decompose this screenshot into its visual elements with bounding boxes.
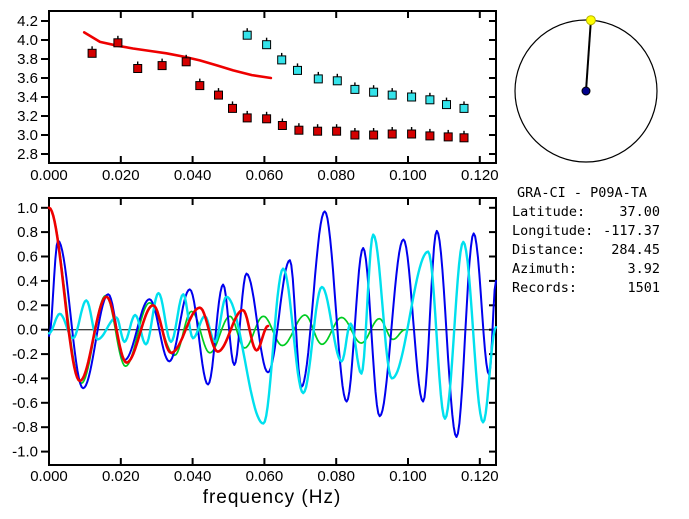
x-tick-label: 0.060 (246, 167, 284, 184)
x-tick-label: 0.060 (246, 468, 284, 485)
group-velocity-picks-marker[interactable] (214, 90, 223, 100)
y-tick-label: -0.2 (12, 346, 38, 363)
y-tick-label: 3.0 (17, 127, 38, 144)
phase-velocity-picks-marker[interactable] (262, 40, 272, 50)
group-velocity-picks-marker[interactable] (181, 57, 191, 67)
info-label: Longitude: (512, 223, 594, 239)
x-axis-title: frequency (Hz) (203, 487, 342, 508)
x-tick-label: 0.080 (317, 468, 355, 485)
rim-station-dot (585, 15, 596, 26)
correlation-chart[interactable]: 0.000 0.020 0.040 0.060 0.080 0.100 0.120 -1.0 -… (12, 197, 499, 485)
y-tick-label: 3.4 (17, 89, 38, 106)
y-tick-label: 4.2 (17, 13, 38, 30)
phase-velocity-picks-marker[interactable] (369, 87, 379, 97)
phase-velocity-picks-marker[interactable] (293, 65, 302, 75)
dispersion-chart[interactable]: 0.000 0.020 0.040 0.060 0.080 0.100 0.120 2.8 3.… (17, 10, 499, 184)
x-tick-label: 0.040 (174, 167, 212, 184)
info-row-latitude: Latitude: 37.00 (512, 203, 660, 222)
x-tick-label: 0.080 (317, 167, 355, 184)
x-tick-label: 0.020 (102, 468, 140, 485)
x-tick-label: 0.100 (389, 468, 427, 485)
x-tick-label: 0.000 (30, 468, 68, 485)
info-row-records: Records: 1501 (512, 279, 660, 298)
y-tick-label: -0.6 (12, 395, 38, 412)
phase-velocity-picks-marker[interactable] (277, 55, 287, 65)
correlation-chart-frame (48, 197, 497, 466)
y-tick-label: 0.2 (17, 297, 38, 314)
group-velocity-picks-marker[interactable] (277, 121, 287, 130)
group-velocity-picks-marker[interactable] (87, 48, 97, 58)
x-tick-label: 0.020 (102, 167, 140, 184)
group-velocity-picks-marker[interactable] (313, 126, 323, 136)
y-tick-label: -0.8 (12, 419, 38, 436)
group-velocity-picks-marker[interactable] (407, 129, 417, 139)
y-tick-label: 4.0 (17, 32, 38, 49)
info-value: -117.37 (603, 223, 660, 239)
phase-velocity-picks-marker[interactable] (442, 100, 451, 110)
center-station-dot (581, 86, 591, 96)
y-tick-label: 3.2 (17, 108, 38, 125)
group-velocity-picks-marker[interactable] (195, 81, 205, 91)
group-velocity-picks-marker[interactable] (157, 61, 167, 71)
y-tick-label: -0.4 (12, 370, 38, 387)
group-velocity-picks-marker[interactable] (443, 132, 453, 142)
info-label: Records: (512, 280, 578, 296)
info-value: 284.45 (611, 242, 660, 258)
info-label: Azimuth: (512, 261, 578, 277)
azimuth-pointer (585, 20, 592, 92)
x-tick-label: 0.120 (461, 167, 499, 184)
x-tick-label: 0.040 (174, 468, 212, 485)
phase-velocity-picks-marker[interactable] (407, 92, 417, 102)
group-velocity-picks-marker[interactable] (332, 126, 342, 136)
y-tick-label: -1.0 (12, 444, 38, 461)
red-trace (47, 206, 270, 383)
info-value: 1501 (627, 280, 660, 296)
group-velocity-picks-marker[interactable] (113, 38, 123, 48)
y-tick-label: 0.8 (17, 224, 38, 241)
phase-velocity-picks-marker[interactable] (387, 90, 397, 100)
cyan-trace (47, 233, 498, 425)
phase-velocity-picks-marker[interactable] (332, 76, 342, 86)
y-tick-label: 3.8 (17, 51, 38, 68)
group-velocity-picks-marker[interactable] (369, 130, 379, 140)
phase-velocity-picks-marker[interactable] (242, 30, 252, 40)
station-pair-title: GRA-CI - P09A-TA (517, 185, 648, 201)
group-velocity-picks-marker[interactable] (242, 113, 252, 123)
group-velocity-picks-marker[interactable] (459, 133, 469, 143)
y-tick-label: 2.8 (17, 146, 38, 163)
dispersion-chart-frame (48, 10, 497, 164)
info-row-azimuth: Azimuth: 3.92 (512, 260, 660, 279)
y-tick-label: 0.0 (17, 322, 38, 339)
group-velocity-picks-marker[interactable] (350, 130, 360, 140)
info-label: Latitude: (512, 204, 586, 220)
group-velocity-picks-marker[interactable] (262, 114, 272, 124)
info-label: Distance: (512, 242, 586, 258)
info-value: 37.00 (619, 204, 660, 220)
y-tick-label: 0.4 (17, 273, 38, 290)
info-value: 3.92 (627, 261, 660, 277)
phase-velocity-picks-marker[interactable] (313, 74, 323, 84)
phase-velocity-picks-marker[interactable] (425, 95, 435, 105)
phase-velocity-picks-marker[interactable] (350, 84, 360, 94)
group-velocity-picks-marker[interactable] (387, 129, 397, 139)
x-tick-label: 0.100 (389, 167, 427, 184)
y-tick-label: 1.0 (17, 200, 38, 217)
info-row-distance: Distance: 284.45 (512, 241, 660, 260)
y-tick-label: 3.6 (17, 70, 38, 87)
info-row-longitude: Longitude: -117.37 (512, 222, 660, 241)
azimuth-dial (514, 15, 658, 163)
y-tick-label: 0.6 (17, 249, 38, 266)
x-tick-label: 0.000 (30, 167, 68, 184)
group-velocity-picks-marker[interactable] (425, 131, 435, 141)
phase-velocity-picks-marker[interactable] (459, 103, 469, 113)
station-pair-info: GRA-CI - P09A-TA Latitude: 37.00 Longitu… (512, 184, 660, 298)
x-tick-label: 0.120 (461, 468, 499, 485)
group-velocity-picks-marker[interactable] (294, 125, 304, 135)
group-velocity-picks-marker[interactable] (133, 64, 143, 73)
group-velocity-picks-marker[interactable] (228, 103, 237, 113)
